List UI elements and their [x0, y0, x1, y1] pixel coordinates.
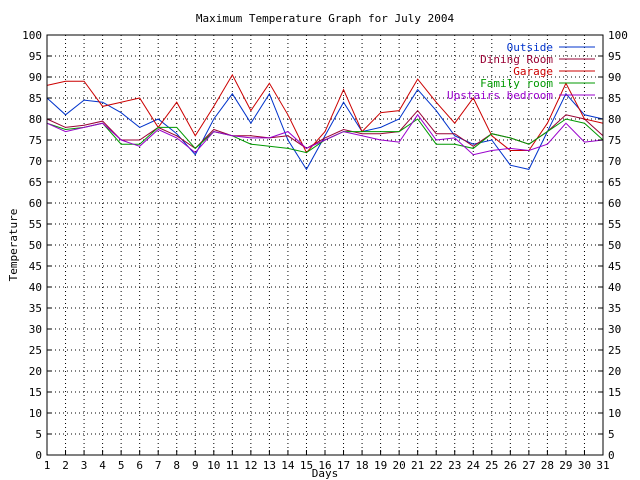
y-tick-label: 80: [29, 113, 42, 126]
y-tick-label-right: 30: [608, 323, 621, 336]
x-tick-label: 3: [81, 459, 88, 472]
y-tick-label: 40: [29, 281, 42, 294]
y-tick-label: 25: [29, 344, 42, 357]
y-tick-label-right: 20: [608, 365, 621, 378]
x-tick-label: 24: [467, 459, 481, 472]
x-tick-label: 20: [393, 459, 406, 472]
x-tick-label: 23: [448, 459, 461, 472]
x-tick-label: 1: [44, 459, 51, 472]
y-tick-label-right: 15: [608, 386, 621, 399]
y-tick-label: 85: [29, 92, 42, 105]
y-tick-label: 75: [29, 134, 42, 147]
y-tick-label: 90: [29, 71, 42, 84]
y-tick-label-right: 50: [608, 239, 621, 252]
y-tick-label-right: 100: [608, 29, 628, 42]
y-tick-label-right: 60: [608, 197, 621, 210]
y-tick-label-right: 5: [608, 428, 615, 441]
y-tick-label-right: 55: [608, 218, 621, 231]
y-tick-label: 60: [29, 197, 42, 210]
x-tick-label: 12: [244, 459, 257, 472]
y-tick-label: 70: [29, 155, 42, 168]
y-tick-label: 55: [29, 218, 42, 231]
y-tick-label-right: 80: [608, 113, 621, 126]
y-tick-label: 35: [29, 302, 42, 315]
x-axis: 1 2 3 4 5 6 7 8 9 10 11 12 13 14 15 16 17 18 19 20 21 22 23 24 2…: [44, 450, 610, 472]
y-tick-label-right: 25: [608, 344, 621, 357]
y-tick-label: 95: [29, 50, 42, 63]
legend-label: Outside: [507, 41, 553, 54]
y-tick-label-right: 75: [608, 134, 621, 147]
x-tick-label: 22: [430, 459, 443, 472]
legend-label: Family room: [480, 77, 553, 90]
x-tick-label: 8: [173, 459, 180, 472]
y-tick-label-right: 70: [608, 155, 621, 168]
x-tick-label: 18: [355, 459, 368, 472]
left-y-axis: 0 5 10 15 20 25 30 35 40 45 50 55 60 65 70 75 80 85 90 95 10…: [22, 29, 52, 462]
series-line-outside: [46, 88, 604, 171]
y-tick-label-right: 90: [608, 71, 621, 84]
y-tick-label-right: 95: [608, 50, 621, 63]
y-tick-label: 65: [29, 176, 42, 189]
x-tick-label: 28: [541, 459, 554, 472]
x-tick-label: 6: [136, 459, 143, 472]
y-tick-label-right: 85: [608, 92, 621, 105]
y-tick-label: 100: [22, 29, 42, 42]
y-tick-label-right: 0: [608, 449, 615, 462]
right-y-axis: 0 5 10 15 20 25 30 35 40 45 50 55 60 65 70 75 80 85 90 95 10…: [598, 29, 628, 462]
y-tick-label-right: 35: [608, 302, 621, 315]
y-axis-title: Temperature: [7, 209, 20, 282]
x-axis-title: Days: [312, 467, 339, 480]
x-tick-label: 13: [263, 459, 276, 472]
y-tick-label: 50: [29, 239, 42, 252]
x-tick-label: 9: [192, 459, 199, 472]
x-tick-label: 17: [337, 459, 350, 472]
x-tick-label: 27: [522, 459, 535, 472]
x-tick-label: 11: [226, 459, 239, 472]
y-tick-label-right: 45: [608, 260, 621, 273]
legend-label: Upstairs bedroom: [447, 89, 553, 102]
y-tick-label-right: 10: [608, 407, 621, 420]
x-tick-label: 31: [596, 459, 609, 472]
y-tick-label: 45: [29, 260, 42, 273]
x-tick-label: 26: [504, 459, 517, 472]
legend-label: Dining Room: [480, 53, 553, 66]
x-tick-label: 4: [99, 459, 106, 472]
x-tick-label: 5: [118, 459, 125, 472]
y-tick-label: 20: [29, 365, 42, 378]
x-tick-label: 19: [374, 459, 387, 472]
y-tick-label: 10: [29, 407, 42, 420]
x-tick-label: 14: [281, 459, 295, 472]
x-tick-label: 16: [318, 459, 331, 472]
x-tick-label: 7: [155, 459, 162, 472]
x-tick-label: 21: [411, 459, 424, 472]
y-tick-label: 5: [35, 428, 42, 441]
y-tick-label-right: 40: [608, 281, 621, 294]
series-line-garage: [46, 73, 604, 154]
y-tick-label-right: 65: [608, 176, 621, 189]
legend-label: Garage: [513, 65, 553, 78]
series-group: [46, 73, 604, 171]
x-tick-label: 30: [578, 459, 591, 472]
x-tick-label: 29: [559, 459, 572, 472]
chart-title: Maximum Temperature Graph for July 2004: [196, 12, 455, 25]
x-tick-label: 25: [485, 459, 498, 472]
x-tick-label: 2: [62, 459, 69, 472]
y-tick-label: 15: [29, 386, 42, 399]
series-line-upstairs-bedroom: [46, 113, 604, 156]
y-tick-label: 0: [35, 449, 42, 462]
x-tick-label: 15: [300, 459, 313, 472]
y-tick-label: 30: [29, 323, 42, 336]
x-tick-label: 10: [207, 459, 220, 472]
